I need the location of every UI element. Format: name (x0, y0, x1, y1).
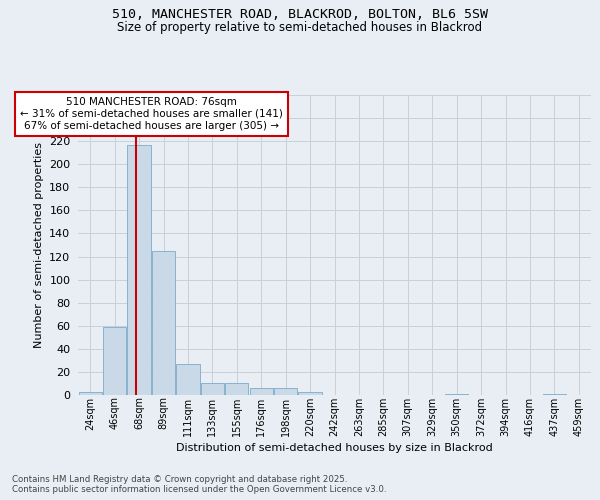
Bar (250, 388, 273, 395)
Bar (176, 364, 200, 395)
X-axis label: Distribution of semi-detached houses by size in Blackrod: Distribution of semi-detached houses by … (176, 442, 493, 452)
Text: Size of property relative to semi-detached houses in Blackrod: Size of property relative to semi-detach… (118, 22, 482, 35)
Bar (79, 392, 102, 395)
Bar (201, 384, 224, 395)
Bar (543, 394, 566, 395)
Bar (298, 392, 322, 395)
Bar (274, 388, 297, 395)
Bar (152, 251, 175, 395)
Text: Contains public sector information licensed under the Open Government Licence v3: Contains public sector information licen… (12, 485, 386, 494)
Bar (103, 327, 126, 395)
Y-axis label: Number of semi-detached properties: Number of semi-detached properties (34, 142, 44, 348)
Bar (445, 394, 468, 395)
Bar (127, 144, 151, 395)
Text: 510, MANCHESTER ROAD, BLACKROD, BOLTON, BL6 5SW: 510, MANCHESTER ROAD, BLACKROD, BOLTON, … (112, 8, 488, 20)
Text: Contains HM Land Registry data © Crown copyright and database right 2025.: Contains HM Land Registry data © Crown c… (12, 475, 347, 484)
Text: 510 MANCHESTER ROAD: 76sqm
← 31% of semi-detached houses are smaller (141)
67% o: 510 MANCHESTER ROAD: 76sqm ← 31% of semi… (20, 98, 283, 130)
Bar (225, 384, 248, 395)
